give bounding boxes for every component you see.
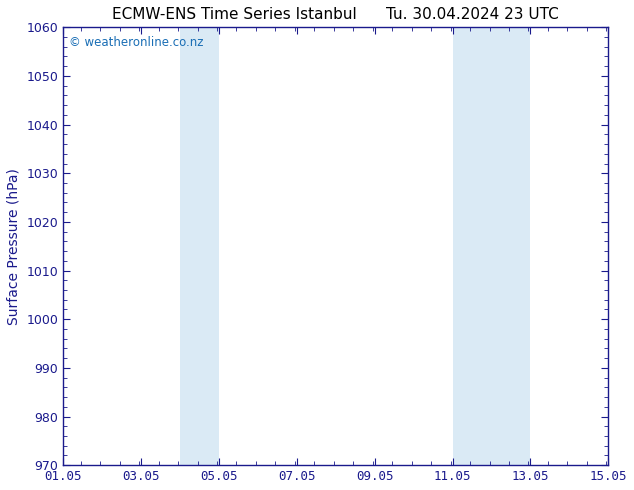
Bar xyxy=(180,27,219,465)
Bar xyxy=(453,27,531,465)
Title: ECMW-ENS Time Series Istanbul      Tu. 30.04.2024 23 UTC: ECMW-ENS Time Series Istanbul Tu. 30.04.… xyxy=(112,7,559,22)
Text: © weatheronline.co.nz: © weatheronline.co.nz xyxy=(68,36,203,49)
Y-axis label: Surface Pressure (hPa): Surface Pressure (hPa) xyxy=(7,168,21,325)
